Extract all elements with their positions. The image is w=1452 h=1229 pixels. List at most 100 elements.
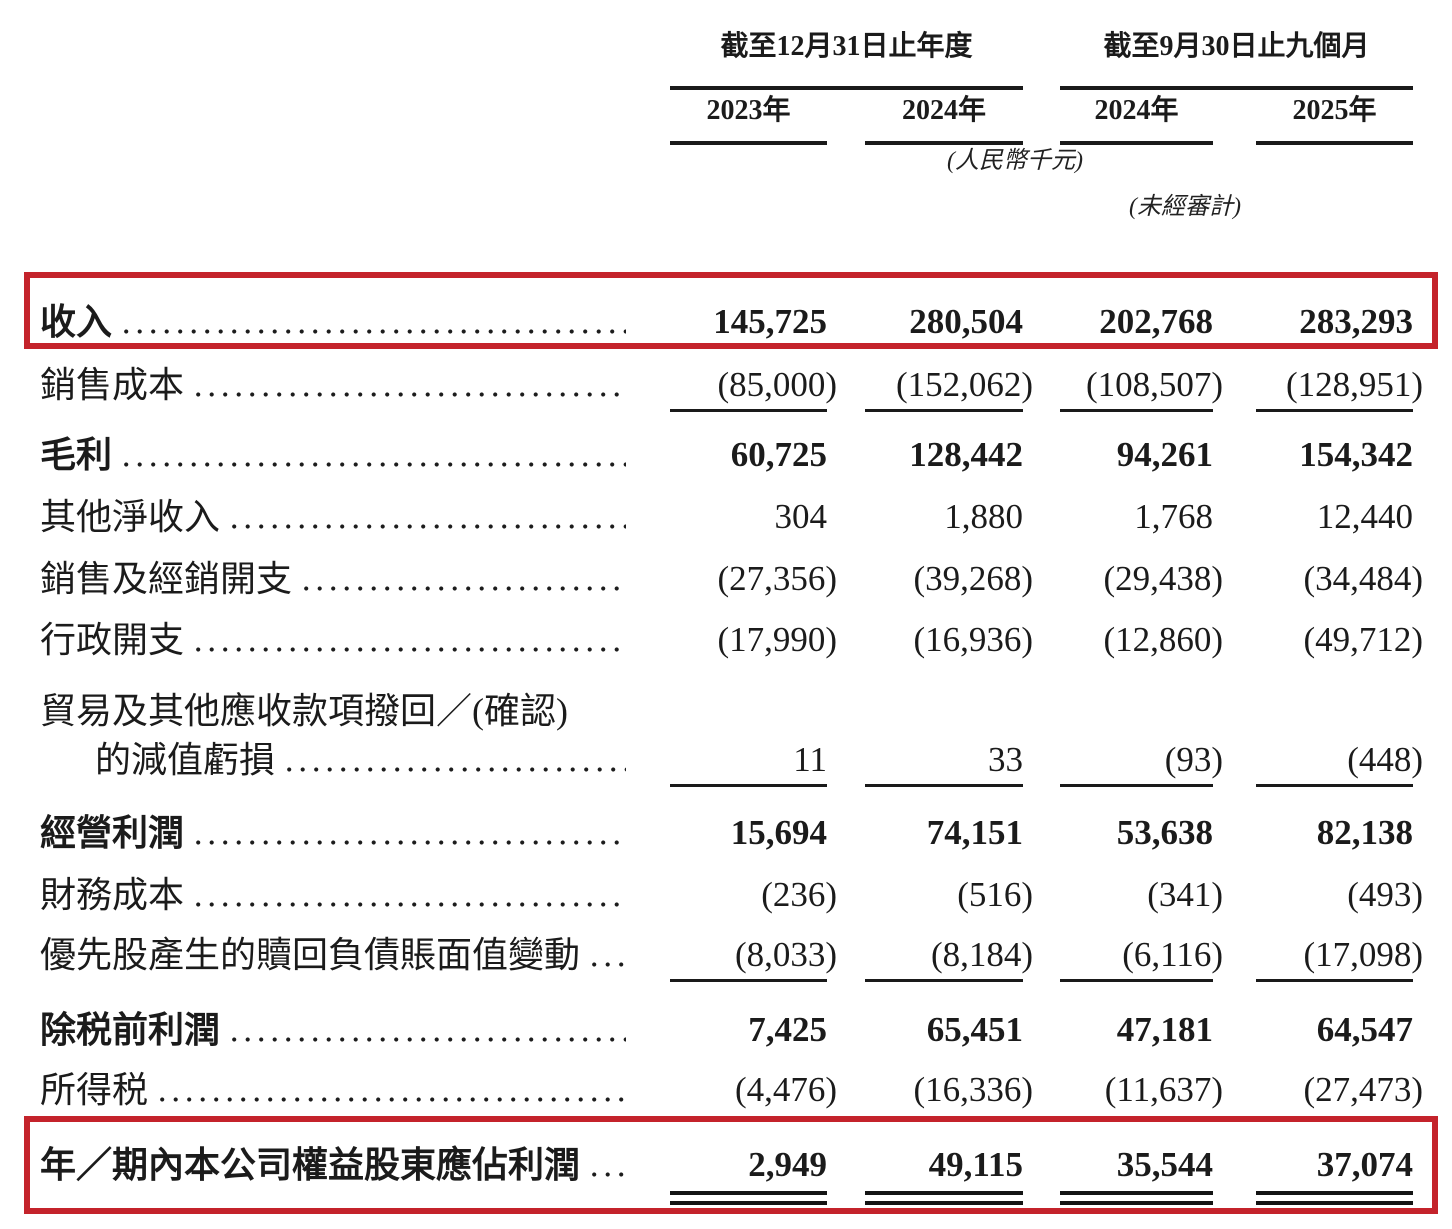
row-label: 行政開支	[40, 620, 630, 660]
value-cell: (236)	[630, 875, 837, 915]
value-text: 47,181	[1116, 1010, 1213, 1049]
value-text: (27,356)	[717, 559, 837, 598]
value-cell: 11	[630, 740, 827, 787]
value-cell: 280,504	[827, 302, 1023, 342]
value-text: (34,484)	[1303, 559, 1423, 598]
value-text: (16,936)	[913, 620, 1033, 659]
value-text: 1,768	[1134, 497, 1213, 536]
value-cell: (108,507)	[1023, 365, 1223, 412]
column-group-nine-month: 截至9月30日止九個月	[1023, 28, 1413, 90]
value-cell: (516)	[827, 875, 1033, 915]
value-cell: (49,712)	[1213, 620, 1423, 660]
value-cell: (12,860)	[1023, 620, 1223, 660]
value-cell: (8,033)	[630, 935, 837, 982]
row-label: 收入	[40, 302, 630, 342]
value-cell: 2,949	[630, 1145, 827, 1205]
value-cell: (29,438)	[1023, 559, 1223, 599]
dot-leader	[287, 767, 626, 772]
value-cell: (11,637)	[1023, 1070, 1223, 1110]
value-cell: (27,473)	[1213, 1070, 1423, 1110]
year-header-row: 2023年 2024年 2024年 2025年	[40, 93, 1413, 145]
value-text: (8,184)	[930, 935, 1033, 974]
value-text: (93)	[1164, 740, 1223, 779]
value-cell: (341)	[1023, 875, 1223, 915]
value-text: (448)	[1347, 740, 1423, 779]
dot-leader	[232, 524, 626, 529]
row-label: 經營利潤	[40, 813, 630, 853]
row-label-text: 所得税	[40, 1070, 149, 1110]
column-group-annual-title: 截至12月31日止年度	[670, 28, 1023, 90]
value-text: 37,074	[1316, 1145, 1413, 1184]
value-cell: (6,116)	[1023, 935, 1223, 982]
value-text: 12,440	[1316, 497, 1413, 536]
value-cell: (17,990)	[630, 620, 837, 660]
value-text: (8,033)	[734, 935, 837, 974]
value-cell: 47,181	[1023, 1010, 1213, 1050]
row-label-text: 銷售及經銷開支	[40, 559, 293, 599]
value-text: (236)	[761, 875, 837, 914]
value-text: (6,116)	[1122, 935, 1223, 974]
table-row: 收入 145,725 280,504 202,768 283,293	[40, 302, 1413, 342]
value-text: 35,544	[1116, 1145, 1213, 1184]
row-label-line1: 貿易及其他應收款項撥回／(確認)	[40, 691, 568, 731]
row-label: 除税前利潤	[40, 1010, 630, 1050]
dot-leader	[124, 462, 626, 467]
year-header-2025-9m: 2025年	[1213, 93, 1413, 145]
value-text: (4,476)	[734, 1070, 837, 1109]
value-cell: 15,694	[630, 813, 827, 853]
dot-leader	[160, 1097, 626, 1102]
value-text: 15,694	[730, 813, 827, 852]
row-label-text: 財務成本	[40, 875, 185, 915]
table-row: 其他淨收入 304 1,880 1,768 12,440	[40, 497, 1413, 537]
value-cell: 7,425	[630, 1010, 827, 1050]
row-label-text: 除税前利潤	[40, 1010, 221, 1050]
value-text: 128,442	[909, 435, 1023, 474]
row-label: 貿易及其他應收款項撥回／(確認) 的減值虧損	[40, 683, 630, 787]
value-cell: 283,293	[1213, 302, 1413, 342]
table-row: 行政開支 (17,990) (16,936) (12,860) (49,712)	[40, 620, 1423, 660]
table-row: 銷售成本 (85,000) (152,062) (108,507) (128,951)	[40, 365, 1423, 412]
value-cell: (27,356)	[630, 559, 837, 599]
currency-note: (人民幣千元)	[947, 148, 1083, 174]
value-text: (341)	[1147, 875, 1223, 914]
value-cell: (93)	[1023, 740, 1223, 787]
value-cell: 60,725	[630, 435, 827, 475]
value-cell: (448)	[1213, 740, 1423, 787]
value-cell: 1,768	[1023, 497, 1213, 537]
table-row: 毛利 60,725 128,442 94,261 154,342	[40, 435, 1413, 475]
value-cell: 64,547	[1213, 1010, 1413, 1050]
value-cell: 154,342	[1213, 435, 1413, 475]
value-cell: 12,440	[1213, 497, 1413, 537]
row-label-line2: 的減值虧損	[95, 740, 276, 780]
table-row: 經營利潤 15,694 74,151 53,638 82,138	[40, 813, 1413, 853]
value-text: (39,268)	[913, 559, 1033, 598]
value-text: (128,951)	[1285, 365, 1423, 404]
column-group-annual: 截至12月31日止年度	[630, 28, 1023, 90]
row-label-text: 收入	[40, 302, 113, 342]
value-text: 283,293	[1299, 302, 1413, 341]
table-row: 除税前利潤 7,425 65,451 47,181 64,547	[40, 1010, 1413, 1050]
value-text: (17,098)	[1303, 935, 1423, 974]
value-text: 60,725	[730, 435, 827, 474]
value-text: (49,712)	[1303, 620, 1423, 659]
table-row: 貿易及其他應收款項撥回／(確認) 的減值虧損 11 33 (93) (448)	[40, 683, 1423, 787]
row-label-text: 年／期內本公司權益股東應佔利潤	[40, 1145, 581, 1185]
value-cell: (4,476)	[630, 1070, 837, 1110]
dot-leader	[124, 329, 626, 334]
dot-leader	[196, 902, 626, 907]
dot-leader	[304, 586, 626, 591]
value-text: 7,425	[748, 1010, 827, 1049]
value-cell: 74,151	[827, 813, 1023, 853]
dot-leader	[196, 647, 626, 652]
value-text: (11,637)	[1104, 1070, 1223, 1109]
value-cell: (152,062)	[827, 365, 1033, 412]
value-cell: 49,115	[827, 1145, 1023, 1205]
value-text: 74,151	[926, 813, 1023, 852]
value-cell: (85,000)	[630, 365, 837, 412]
label-column-spacer	[40, 93, 630, 145]
value-text: (29,438)	[1103, 559, 1223, 598]
value-text: (85,000)	[717, 365, 837, 404]
value-cell: 65,451	[827, 1010, 1023, 1050]
value-text: 94,261	[1116, 435, 1213, 474]
